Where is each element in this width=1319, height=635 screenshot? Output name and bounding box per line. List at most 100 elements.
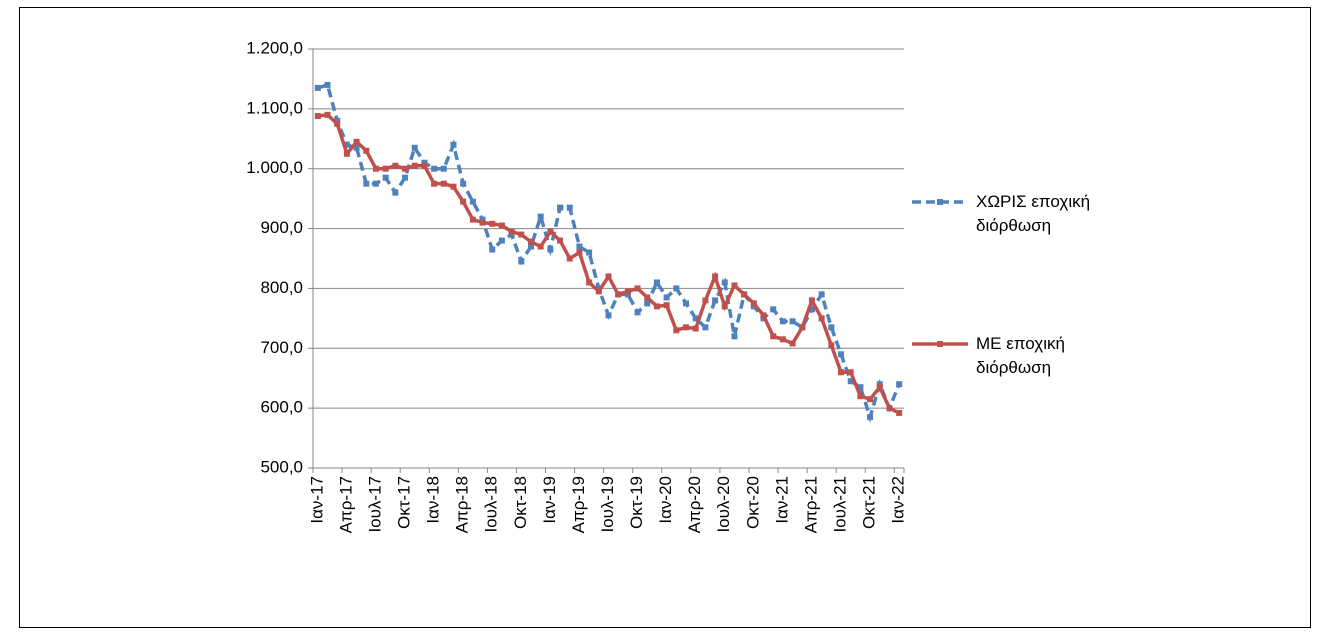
marker (411, 162, 418, 169)
y-tick-label: 1.100,0 (246, 98, 303, 117)
marker (808, 297, 815, 304)
x-tick-label: Απρ-20 (685, 476, 704, 533)
x-tick-label: Οκτ-21 (860, 476, 879, 529)
marker (799, 324, 806, 331)
marker (595, 288, 602, 295)
marker (808, 306, 815, 313)
marker (779, 318, 786, 325)
x-tick-label: Ιαν-19 (540, 476, 559, 524)
marker (896, 381, 903, 388)
y-tick-label: 700,0 (260, 338, 303, 357)
marker (392, 189, 399, 196)
marker (779, 336, 786, 343)
marker (527, 238, 534, 245)
marker (712, 273, 719, 280)
marker (692, 325, 699, 332)
marker (586, 249, 593, 256)
x-tick-label: Απρ-21 (801, 476, 820, 533)
marker (867, 414, 874, 421)
marker (450, 141, 457, 148)
marker (653, 279, 660, 286)
x-tick-label: Απρ-17 (336, 476, 355, 533)
marker (847, 378, 854, 385)
marker (721, 303, 728, 310)
marker (557, 237, 564, 244)
marker (876, 384, 883, 391)
marker (431, 180, 438, 187)
x-tick-label: Ιαν-21 (772, 476, 791, 524)
marker (402, 165, 409, 172)
x-tick-label: Οκτ-20 (743, 476, 762, 529)
marker (557, 204, 564, 211)
x-tick-label: Απρ-19 (569, 476, 588, 533)
marker (634, 285, 641, 292)
marker (566, 255, 573, 262)
marker (392, 162, 399, 169)
marker (721, 279, 728, 286)
marker (712, 297, 719, 304)
marker (605, 312, 612, 319)
marker (857, 393, 864, 400)
marker (896, 409, 903, 416)
marker (460, 198, 467, 205)
marker (644, 294, 651, 301)
marker (518, 231, 525, 238)
marker (402, 174, 409, 181)
x-tick-label: Ιαν-22 (889, 476, 908, 524)
y-tick-label: 800,0 (260, 278, 303, 297)
marker (673, 285, 680, 292)
marker (760, 312, 767, 319)
marker (770, 306, 777, 313)
marker (789, 340, 796, 347)
marker (789, 318, 796, 325)
marker (324, 81, 331, 88)
marker (537, 213, 544, 220)
legend-marker (937, 341, 943, 347)
x-tick-label: Ιαν-17 (307, 476, 326, 524)
legend-label: ΧΩΡΙΣ εποχική διόρθωση (976, 192, 1091, 235)
marker (731, 333, 738, 340)
marker (431, 165, 438, 172)
marker (343, 150, 350, 157)
marker (382, 174, 389, 181)
marker (818, 315, 825, 322)
marker (615, 291, 622, 298)
marker (353, 138, 360, 145)
marker (421, 162, 428, 169)
marker (838, 351, 845, 358)
x-tick-label: Ιουλ-18 (482, 476, 501, 533)
marker (741, 291, 748, 298)
marker (314, 84, 321, 91)
marker (343, 141, 350, 148)
marker (653, 303, 660, 310)
marker (460, 180, 467, 187)
marker (440, 165, 447, 172)
x-tick-label: Ιαν-20 (656, 476, 675, 524)
marker (411, 144, 418, 151)
y-tick-label: 500,0 (260, 457, 303, 476)
marker (508, 228, 515, 235)
marker (372, 180, 379, 187)
marker (838, 369, 845, 376)
marker (576, 243, 583, 250)
x-tick-label: Απρ-18 (453, 476, 472, 533)
marker (469, 198, 476, 205)
marker (886, 405, 893, 412)
marker (324, 111, 331, 118)
marker (440, 180, 447, 187)
marker (479, 219, 486, 226)
marker (828, 324, 835, 331)
marker (624, 288, 631, 295)
y-tick-label: 600,0 (260, 398, 303, 417)
x-tick-label: Ιουλ-21 (831, 476, 850, 533)
marker (489, 220, 496, 227)
marker (750, 300, 757, 307)
chart-frame (19, 7, 1311, 628)
marker (702, 324, 709, 331)
marker (363, 180, 370, 187)
marker (857, 384, 864, 391)
x-tick-label: Ιουλ-20 (714, 476, 733, 533)
marker (828, 342, 835, 349)
marker (518, 258, 525, 265)
